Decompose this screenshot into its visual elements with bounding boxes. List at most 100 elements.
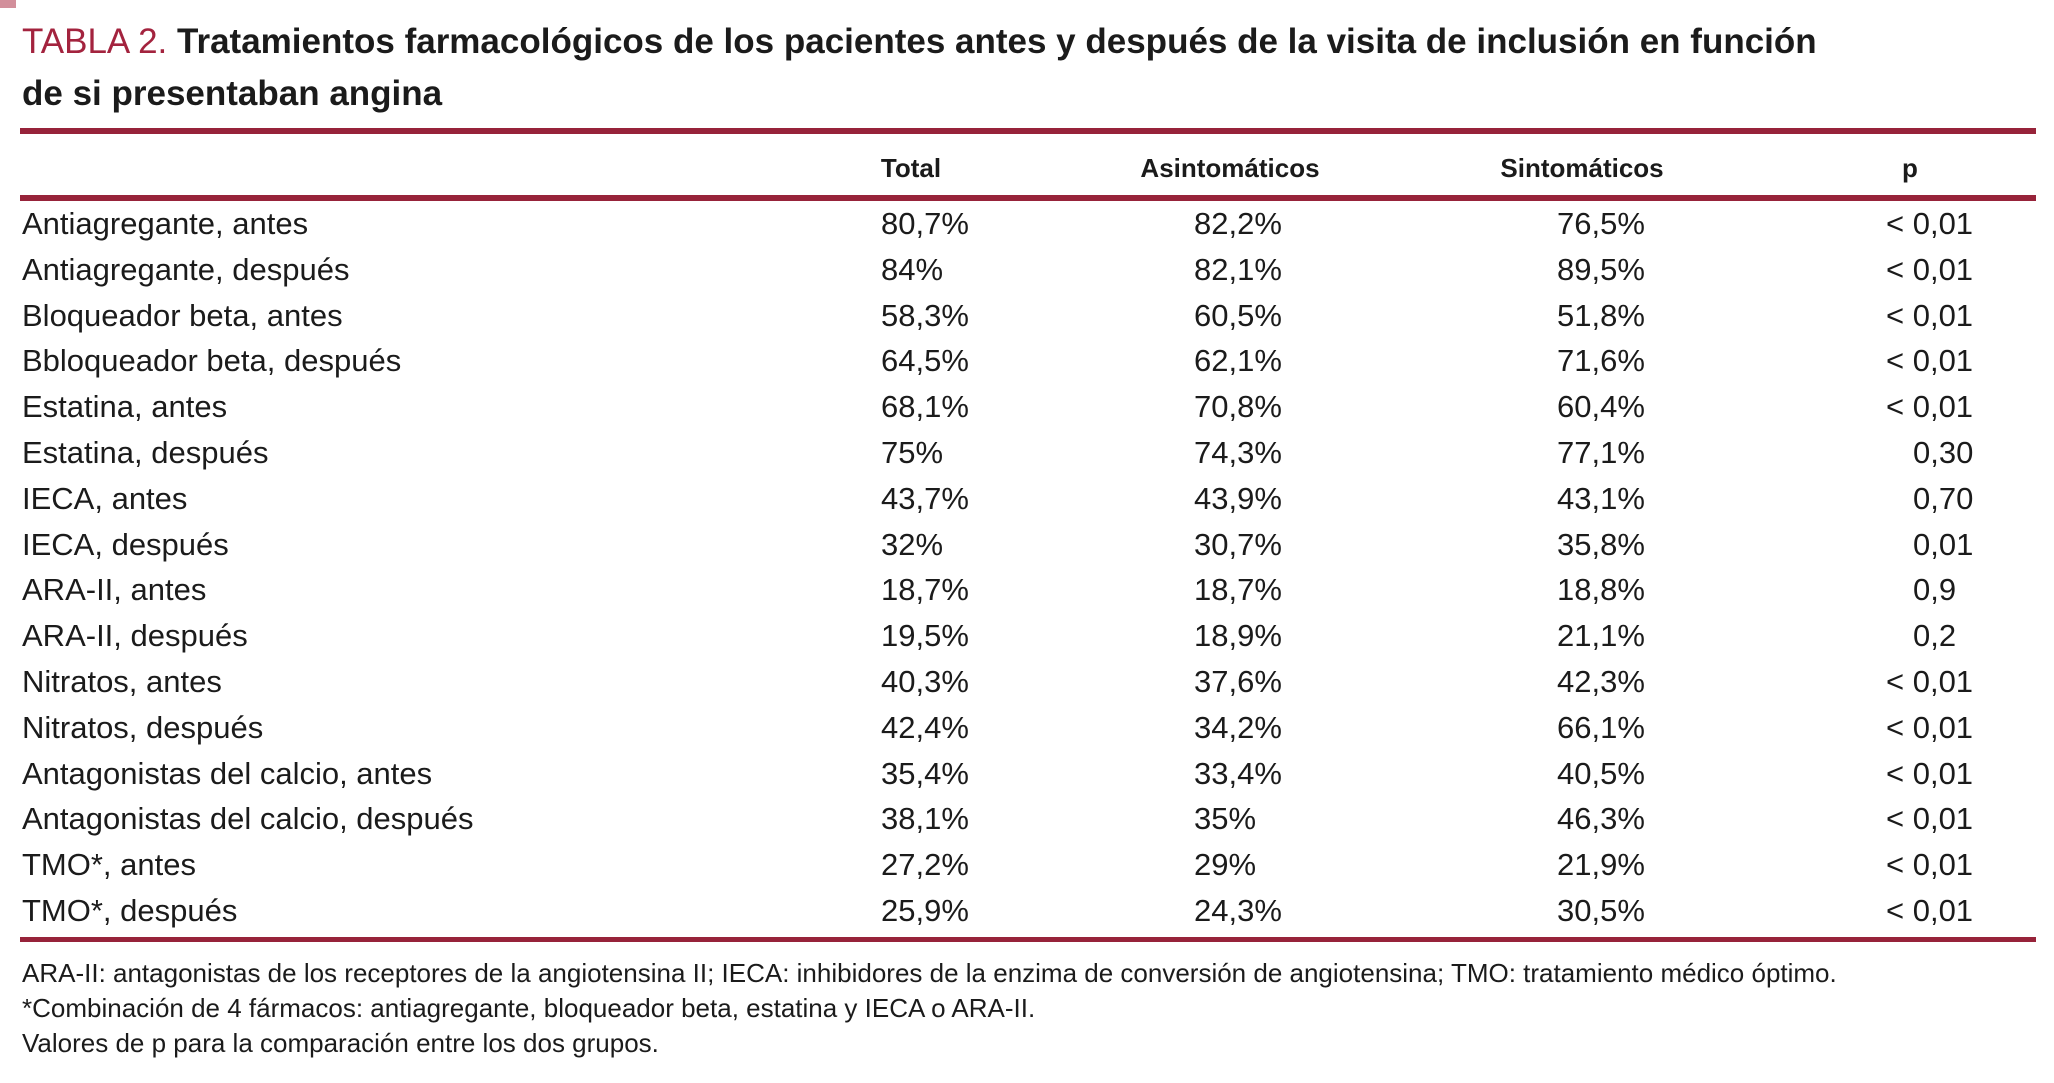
footnote-tmo-definition: *Combinación de 4 fármacos: antiagregant… <box>22 993 1036 1023</box>
sintomaticos-value-cell: 18,8% <box>1557 572 1645 608</box>
p-value-cell: < 0,01 <box>1886 297 1974 333</box>
p-value-cell: 0,01 <box>1913 526 1974 562</box>
sintomaticos-value-cell: 51,8% <box>1557 297 1645 333</box>
asintomaticos-value-cell: 18,9% <box>1194 618 1282 654</box>
sintomaticos-value-cell: 40,5% <box>1557 755 1645 791</box>
sintomaticos-value-cell: 43,1% <box>1557 480 1645 516</box>
p-value-cell: < 0,01 <box>1886 389 1974 425</box>
p-value-cell: < 0,01 <box>1886 755 1974 791</box>
asintomaticos-value-cell: 82,1% <box>1194 251 1282 287</box>
p-value-cell: < 0,01 <box>1886 663 1974 699</box>
total-value-cell: 25,9% <box>881 892 969 928</box>
total-value-cell: 40,3% <box>881 663 969 699</box>
total-value-cell: 64,5% <box>881 343 969 379</box>
row-label-cell: Antagonistas del calcio, después <box>22 801 474 837</box>
row-label-cell: IECA, antes <box>22 480 188 516</box>
p-value-cell: < 0,01 <box>1886 892 1974 928</box>
table-row: Antiagregante, después 84% 82,1% 89,5% < 0,0… <box>0 247 2054 293</box>
footnote-abbreviations: ARA-II: antagonistas de los receptores d… <box>22 958 1837 988</box>
sintomaticos-value-cell: 66,1% <box>1557 709 1645 745</box>
row-label-cell: TMO*, antes <box>22 847 196 883</box>
table-row: ARA-II, antes 18,7% 18,7% 18,8% 0,9 <box>0 567 2054 613</box>
row-label-cell: Bbloqueador beta, después <box>22 343 402 379</box>
asintomaticos-value-cell: 33,4% <box>1194 755 1282 791</box>
asintomaticos-value-cell: 74,3% <box>1194 434 1282 470</box>
table-title: TABLA 2. Tratamientos farmacológicos de … <box>22 16 2038 120</box>
table-title-line1: TABLA 2. Tratamientos farmacológicos de … <box>22 16 2038 68</box>
table-title-line2: de si presentaban angina <box>22 74 443 113</box>
asintomaticos-value-cell: 35% <box>1194 801 1257 837</box>
table-row: Antiagregante, antes 80,7% 82,2% 76,5% < 0,0… <box>0 201 2054 247</box>
footnote-p-values: Valores de p para la comparación entre l… <box>22 1028 659 1058</box>
asintomaticos-value-cell: 62,1% <box>1194 343 1282 379</box>
p-value-cell: < 0,01 <box>1886 709 1974 745</box>
p-value-cell: < 0,01 <box>1886 343 1974 379</box>
asintomaticos-value-cell: 70,8% <box>1194 389 1282 425</box>
sintomaticos-value-cell: 77,1% <box>1557 434 1645 470</box>
p-value-cell: 0,2 <box>1913 618 1957 654</box>
bottom-rule <box>20 937 2036 942</box>
table-row: IECA, antes 43,7% 43,9% 43,1% 0,70 <box>0 476 2054 522</box>
table-row: ARA-II, después 19,5% 18,9% 21,1% 0,2 <box>0 613 2054 659</box>
table-row: Bbloqueador beta, después 64,5% 62,1% 71,6%… <box>0 338 2054 384</box>
total-value-cell: 84% <box>881 251 944 287</box>
row-label-cell: ARA-II, después <box>22 618 248 654</box>
sintomaticos-value-cell: 30,5% <box>1557 892 1645 928</box>
table-body: Antiagregante, antes 80,7% 82,2% 76,5% < 0,0… <box>0 201 2054 934</box>
total-value-cell: 80,7% <box>881 206 969 241</box>
table-row: Estatina, antes 68,1% 70,8% 60,4% < 0,01 <box>0 384 2054 430</box>
total-value-cell: 42,4% <box>881 709 969 745</box>
column-header-sintomaticos: Sintomáticos <box>1500 153 1664 183</box>
sintomaticos-value-cell: 89,5% <box>1557 251 1645 287</box>
top-rule <box>20 128 2036 134</box>
sintomaticos-value-cell: 71,6% <box>1557 343 1645 379</box>
page-corner-mark <box>0 0 16 8</box>
sintomaticos-value-cell: 42,3% <box>1557 663 1645 699</box>
total-value-cell: 75% <box>881 434 944 470</box>
p-value-cell: 0,70 <box>1913 480 1974 516</box>
asintomaticos-value-cell: 60,5% <box>1194 297 1282 333</box>
row-label-cell: Bloqueador beta, antes <box>22 297 343 333</box>
total-value-cell: 19,5% <box>881 618 969 654</box>
sintomaticos-value-cell: 21,1% <box>1557 618 1645 654</box>
asintomaticos-value-cell: 43,9% <box>1194 480 1282 516</box>
table-row: Antagonistas del calcio, después 38,1% 35%… <box>0 796 2054 842</box>
p-value-cell: 0,30 <box>1913 434 1974 470</box>
asintomaticos-value-cell: 30,7% <box>1194 526 1282 562</box>
asintomaticos-value-cell: 82,2% <box>1194 206 1282 241</box>
total-value-cell: 38,1% <box>881 801 969 837</box>
p-value-cell: < 0,01 <box>1886 801 1974 837</box>
row-label-cell: Nitratos, después <box>22 709 264 745</box>
table-row: TMO*, después 25,9% 24,3% 30,5% < 0,01 <box>0 888 2054 934</box>
total-value-cell: 43,7% <box>881 480 969 516</box>
table-row: IECA, después 32% 30,7% 35,8% 0,01 <box>0 522 2054 568</box>
row-label-cell: IECA, después <box>22 526 229 562</box>
table-row: Nitratos, antes 40,3% 37,6% 42,3% < 0,01 <box>0 659 2054 705</box>
p-value-cell: < 0,01 <box>1886 847 1974 883</box>
table-title-text-line1: Tratamientos farmacológicos de los pacie… <box>177 22 1817 61</box>
asintomaticos-value-cell: 18,7% <box>1194 572 1282 608</box>
total-value-cell: 58,3% <box>881 297 969 333</box>
row-label-cell: Antagonistas del calcio, antes <box>22 755 433 791</box>
p-value-cell: 0,9 <box>1913 572 1957 608</box>
asintomaticos-value-cell: 37,6% <box>1194 663 1282 699</box>
header-rule <box>20 195 2036 201</box>
column-header-p: p <box>1902 153 1918 183</box>
total-value-cell: 35,4% <box>881 755 969 791</box>
sintomaticos-value-cell: 60,4% <box>1557 389 1645 425</box>
table-row: Antagonistas del calcio, antes 35,4% 33,4%… <box>0 751 2054 797</box>
asintomaticos-value-cell: 34,2% <box>1194 709 1282 745</box>
row-label-cell: Nitratos, antes <box>22 663 222 699</box>
table-footnotes: ARA-II: antagonistas de los receptores d… <box>22 956 2032 1061</box>
sintomaticos-value-cell: 46,3% <box>1557 801 1645 837</box>
row-label-cell: Estatina, antes <box>22 389 228 425</box>
total-value-cell: 68,1% <box>881 389 969 425</box>
row-label-cell: Antiagregante, después <box>22 251 350 287</box>
sintomaticos-value-cell: 35,8% <box>1557 526 1645 562</box>
table-row: Nitratos, después 42,4% 34,2% 66,1% < 0,01 <box>0 705 2054 751</box>
total-value-cell: 18,7% <box>881 572 969 608</box>
row-label-cell: Antiagregante, antes <box>22 206 309 241</box>
row-label-cell: TMO*, después <box>22 892 238 928</box>
p-value-cell: < 0,01 <box>1886 251 1974 287</box>
